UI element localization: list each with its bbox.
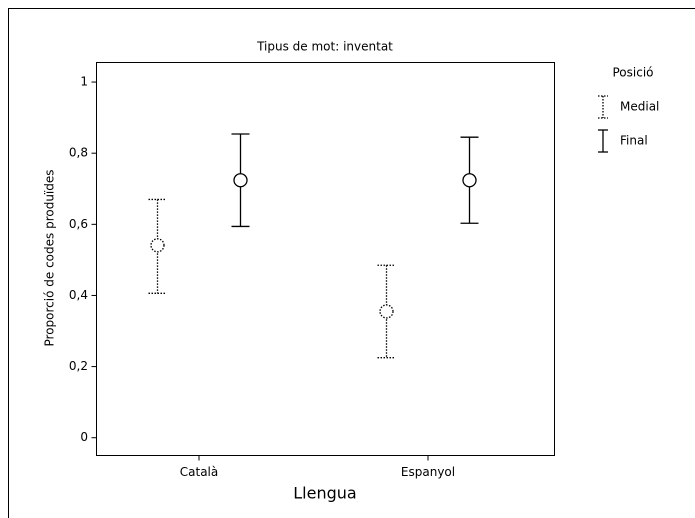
mean-marker [233,173,248,188]
plot-area [96,62,555,456]
frame [8,8,695,518]
x-axis-label: Llengua [293,484,356,503]
legend-label: Medial [620,100,659,114]
y-tick-label: 0,4 [69,288,88,302]
mean-marker [150,238,165,253]
y-tick-label: 0,6 [69,217,88,231]
y-tick-label: 0 [80,430,88,444]
legend-title: Posició [612,66,653,80]
y-tick-label: 0,2 [69,359,88,373]
x-tick-label: Espanyol [401,465,455,479]
x-tick-label: Català [180,465,218,479]
chart-title: Tipus de mot: inventat [256,40,393,54]
mean-marker [462,173,477,188]
legend-label: Final [620,134,648,148]
y-tick-label: 0,8 [69,146,88,160]
y-axis-label: Proporció de codes produïdes [43,169,57,346]
y-tick-label: 1 [80,75,88,89]
mean-marker [379,304,394,319]
